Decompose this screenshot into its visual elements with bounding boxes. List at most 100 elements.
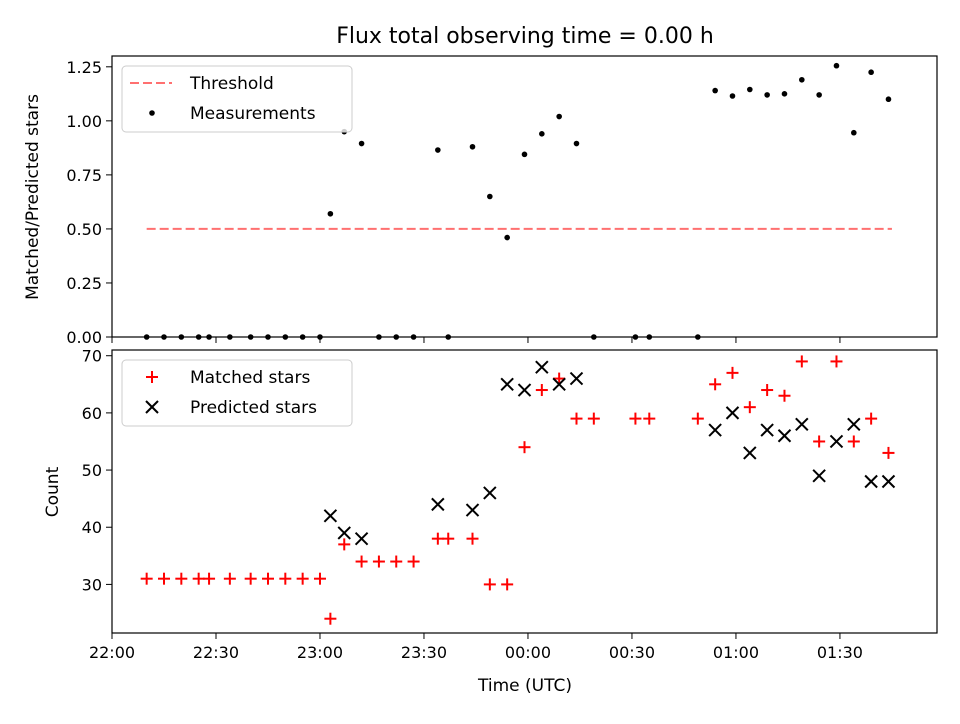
bottom-matched-star-point [466, 532, 479, 545]
x-stroke-b [323, 509, 338, 523]
x-stroke-b [812, 469, 826, 483]
top-measurement-point [504, 234, 510, 241]
x-stroke-b [760, 423, 774, 437]
bottom-matched-star-point [847, 435, 860, 448]
x-stroke-b [500, 377, 514, 392]
top-measurement-point [469, 143, 476, 150]
top-measurement-point [816, 92, 822, 98]
top-y-tick-label: 1.00 [66, 112, 102, 131]
x-stroke-b [354, 531, 369, 546]
top-y-tick-label: 1.25 [66, 58, 102, 77]
legend-entry-label: Predicted stars [190, 398, 317, 418]
x-stroke-b [517, 383, 532, 397]
bottom-x-tick-label: 23:00 [297, 643, 343, 662]
bottom-matched-star-point [355, 555, 368, 568]
bottom-x-tick-label: 01:00 [713, 643, 759, 662]
top-measurement-point [327, 210, 334, 217]
bottom-predicted-star-point [760, 423, 774, 437]
bottom-matched-star-point [709, 378, 722, 391]
x-stroke-b [465, 503, 480, 517]
bottom-matched-star-point [629, 412, 642, 425]
top-measurement-point [747, 86, 753, 93]
bottom-x-tick-label: 22:00 [89, 643, 135, 662]
bottom-matched-star-point [338, 538, 351, 551]
bottom-matched-star-point [518, 441, 531, 454]
x-stroke-b [483, 486, 497, 500]
bottom-matched-star-point [407, 555, 420, 568]
bottom-y-tick-label: 60 [82, 404, 102, 423]
top-measurement-point [539, 131, 545, 137]
bottom-matched-star-point [223, 572, 236, 585]
legend-entry-label: Matched stars [190, 368, 310, 388]
top-chart-title: Flux total observing time = 0.00 h [336, 24, 714, 49]
bottom-predicted-star-point [500, 377, 514, 392]
bottom-y-axis-label: Count [43, 466, 63, 517]
bottom-matched-star-point [535, 384, 548, 397]
top-measurement-point [851, 129, 857, 136]
x-stroke-b [337, 526, 351, 540]
bottom-predicted-star-point [323, 509, 338, 523]
bottom-predicted-star-point [743, 446, 757, 460]
bottom-predicted-star-point [812, 469, 826, 483]
bottom-predicted-star-point [708, 423, 722, 437]
bottom-matched-star-point [192, 572, 205, 585]
top-measurement-point [521, 151, 528, 158]
legend-entry-label: Measurements [190, 104, 316, 124]
x-stroke-b [431, 497, 445, 512]
x-stroke-b [881, 474, 896, 489]
top-measurement-point [799, 76, 805, 83]
bottom-matched-star-point [390, 555, 403, 568]
x-stroke-b [708, 423, 722, 437]
top-measurement-point [487, 193, 493, 200]
top-y-tick-label: 0.00 [66, 328, 102, 347]
bottom-axes-frame [111, 349, 938, 634]
bottom-matched-star-point [431, 532, 444, 545]
x-stroke-b [829, 434, 844, 449]
top-y-axis-label: Matched/Predicted stars [23, 94, 43, 300]
bottom-matched-star-point [726, 366, 739, 379]
bottom-predicted-star-point [552, 377, 566, 392]
legend-box [121, 65, 353, 133]
bottom-y-tick-label: 30 [82, 575, 102, 594]
top-measurement-point [729, 93, 736, 99]
bottom-predicted-star-point [517, 383, 532, 397]
top-measurement-point [358, 140, 365, 147]
bottom-x-tick-label: 23:30 [401, 643, 447, 662]
bottom-y-tick-label: 40 [82, 518, 102, 537]
bottom-x-tick-label: 22:30 [193, 643, 239, 662]
x-axis-label: Time (UTC) [477, 676, 572, 696]
top-measurement-point [556, 113, 562, 120]
bottom-predicted-star-point [535, 360, 549, 374]
legend-box [121, 359, 353, 427]
x-stroke-b [847, 417, 861, 432]
bottom-matched-star-point [570, 412, 583, 425]
bottom-matched-star-point [203, 572, 216, 585]
bottom-matched-star-point [830, 355, 843, 368]
x-stroke-b [725, 406, 740, 420]
top-measurement-point [781, 91, 788, 97]
top-measurement-point [435, 147, 441, 153]
x-stroke-b [535, 360, 549, 374]
bottom-predicted-star-point [847, 417, 861, 432]
bottom-matched-star-point [882, 446, 895, 459]
bottom-matched-star-point [643, 412, 656, 425]
top-axes-frame [111, 55, 938, 338]
bottom-matched-star-point [865, 412, 878, 425]
bottom-matched-star-point [324, 612, 337, 625]
bottom-matched-star-point [313, 572, 326, 585]
bottom-x-tick-label: 01:30 [817, 643, 863, 662]
bottom-predicted-star-point [483, 486, 497, 500]
bottom-predicted-star-point [777, 429, 792, 443]
x-stroke-b [569, 371, 584, 386]
bottom-matched-star-point [813, 435, 826, 448]
bottom-matched-star-point [244, 572, 257, 585]
bottom-matched-star-point [279, 572, 292, 585]
bottom-matched-star-point [483, 578, 496, 591]
top-y-tick-label: 0.25 [66, 274, 102, 293]
bottom-predicted-star-point [864, 474, 878, 489]
bottom-y-tick-label: 50 [82, 461, 102, 480]
top-measurement-point [833, 62, 840, 69]
top-measurement-point [868, 69, 874, 76]
bottom-matched-star-point [587, 412, 600, 425]
bottom-matched-star-point [553, 372, 566, 385]
